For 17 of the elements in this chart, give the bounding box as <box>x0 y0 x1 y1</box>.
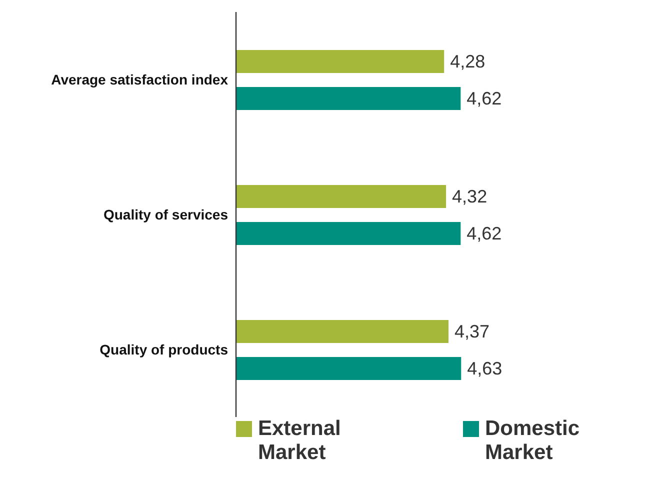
data-label: 4,32 <box>452 186 488 206</box>
y-tick-label: Quality of services <box>103 206 228 222</box>
y-tick-label: Average satisfaction index <box>51 71 228 88</box>
data-label: 4,37 <box>454 322 490 342</box>
bar <box>236 87 461 110</box>
legend-label: Domestic Market <box>485 417 581 465</box>
bar <box>236 357 462 380</box>
data-label: 4,28 <box>450 52 486 72</box>
legend-label: External Market <box>258 417 342 465</box>
bar <box>236 320 448 343</box>
data-label: 4,63 <box>467 358 502 378</box>
y-tick-label: Quality of products <box>100 341 228 358</box>
data-label: 4,62 <box>466 88 502 108</box>
data-label: 4,62 <box>466 224 502 244</box>
bar <box>236 185 446 208</box>
bar <box>236 50 444 73</box>
bar <box>236 222 461 245</box>
